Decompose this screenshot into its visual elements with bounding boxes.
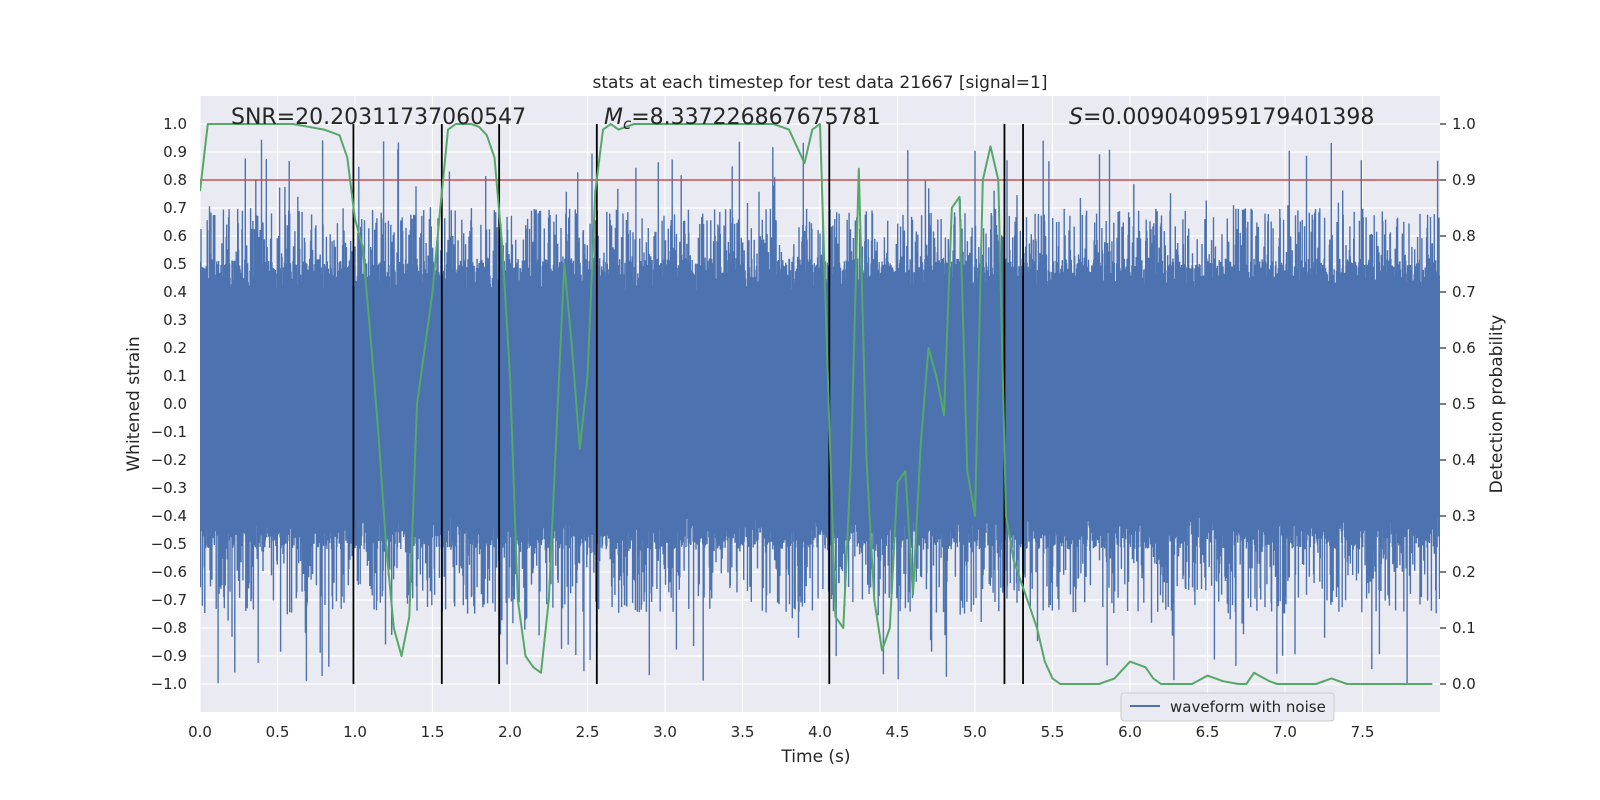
- x-tick-label: 2.0: [498, 723, 522, 741]
- x-tick-label: 3.0: [653, 723, 677, 741]
- waveform-trace: [200, 139, 1440, 684]
- x-tick-label: 4.0: [808, 723, 832, 741]
- y-tick-label: −0.1: [151, 423, 187, 441]
- annotation-snr: SNR=20.20311737060547: [231, 105, 526, 130]
- y-tick-label: 0.0: [163, 395, 187, 413]
- detection-probability-series: [200, 123, 1433, 685]
- y2-tick-label: 0.5: [1452, 395, 1476, 413]
- x-tick-label: 1.0: [343, 723, 367, 741]
- y-tick-label: 0.8: [163, 171, 187, 189]
- legend-box: [1120, 692, 1335, 722]
- y-axis-label: Whitened strain: [124, 336, 144, 471]
- annotation-s-value: =0.009040959179401398: [1083, 105, 1374, 130]
- x-tick-label: 0.5: [266, 723, 290, 741]
- y-tick-label: −0.2: [151, 451, 187, 469]
- x-tick-label: 6.0: [1118, 723, 1142, 741]
- y-tick-label: 0.7: [163, 199, 187, 217]
- y2-tick-label: 0.0: [1452, 675, 1476, 693]
- y2-tick-label: 1.0: [1452, 115, 1476, 133]
- y2-tick-label: 0.9: [1452, 171, 1476, 189]
- y2-tick-label: 0.2: [1452, 563, 1476, 581]
- y2-tick-label: 0.1: [1452, 619, 1476, 637]
- x-tick-label: 6.5: [1196, 723, 1220, 741]
- y-tick-label: −0.7: [151, 591, 187, 609]
- y-tick-label: 0.3: [163, 311, 187, 329]
- y-tick-label: 0.9: [163, 143, 187, 161]
- y2-tick-label: 0.3: [1452, 507, 1476, 525]
- y2-axis-label: Detection probability: [1487, 315, 1507, 494]
- chart-title: stats at each timestep for test data 216…: [593, 73, 1048, 93]
- x-tick-label: 3.5: [731, 723, 755, 741]
- x-tick-label: 0.0: [188, 723, 212, 741]
- y-tick-label: −0.3: [151, 479, 187, 497]
- x-axis-label: Time (s): [780, 747, 850, 767]
- annotation-mc-value: =8.337226867675781: [631, 105, 880, 130]
- annotation-s-symbol: S: [1069, 105, 1083, 130]
- y-tick-label: 0.5: [163, 255, 187, 273]
- y-tick-label: −0.4: [151, 507, 187, 525]
- waveform-with-noise-series: [200, 139, 1440, 684]
- y-tick-label: −0.8: [151, 619, 187, 637]
- y-tick-label: 0.1: [163, 367, 187, 385]
- legend: waveform with noise: [1120, 692, 1335, 722]
- y-tick-label: 0.2: [163, 339, 187, 357]
- y2-tick-label: 0.7: [1452, 283, 1476, 301]
- x-tick-label: 5.5: [1041, 723, 1065, 741]
- y-tick-label: −0.6: [151, 563, 187, 581]
- x-tick-label: 5.0: [963, 723, 987, 741]
- annotation-mc-symbol: M: [604, 105, 623, 130]
- y2-tick-label: 0.6: [1452, 339, 1476, 357]
- x-tick-label: 7.0: [1273, 723, 1297, 741]
- y2-tick-label: 0.4: [1452, 451, 1476, 469]
- x-tick-label: 1.5: [421, 723, 445, 741]
- x-tick-label: 2.5: [576, 723, 600, 741]
- legend-label: waveform with noise: [1170, 698, 1326, 716]
- y-tick-label: −0.5: [151, 535, 187, 553]
- annotation-mc-subscript: c: [623, 115, 632, 133]
- y-tick-label: 0.4: [163, 283, 187, 301]
- annotation-chirp-mass: Mc=8.337226867675781: [604, 105, 881, 133]
- annotation-s-statistic: S=0.009040959179401398: [1069, 105, 1374, 130]
- x-tick-label: 4.5: [886, 723, 910, 741]
- y-tick-label: −1.0: [151, 675, 187, 693]
- y2-tick-label: 0.8: [1452, 227, 1476, 245]
- detection-probability-line: [200, 123, 1433, 685]
- y-tick-label: 0.6: [163, 227, 187, 245]
- axes: 0.0 0.5 1.0 1.5 2.0 2.5 3.0 3.5 4.0 4.5 5.0 5.5 6.0 6…: [151, 115, 1476, 741]
- y-tick-label: −0.9: [151, 647, 187, 665]
- y-tick-label: 1.0: [163, 115, 187, 133]
- x-tick-label: 7.5: [1351, 723, 1375, 741]
